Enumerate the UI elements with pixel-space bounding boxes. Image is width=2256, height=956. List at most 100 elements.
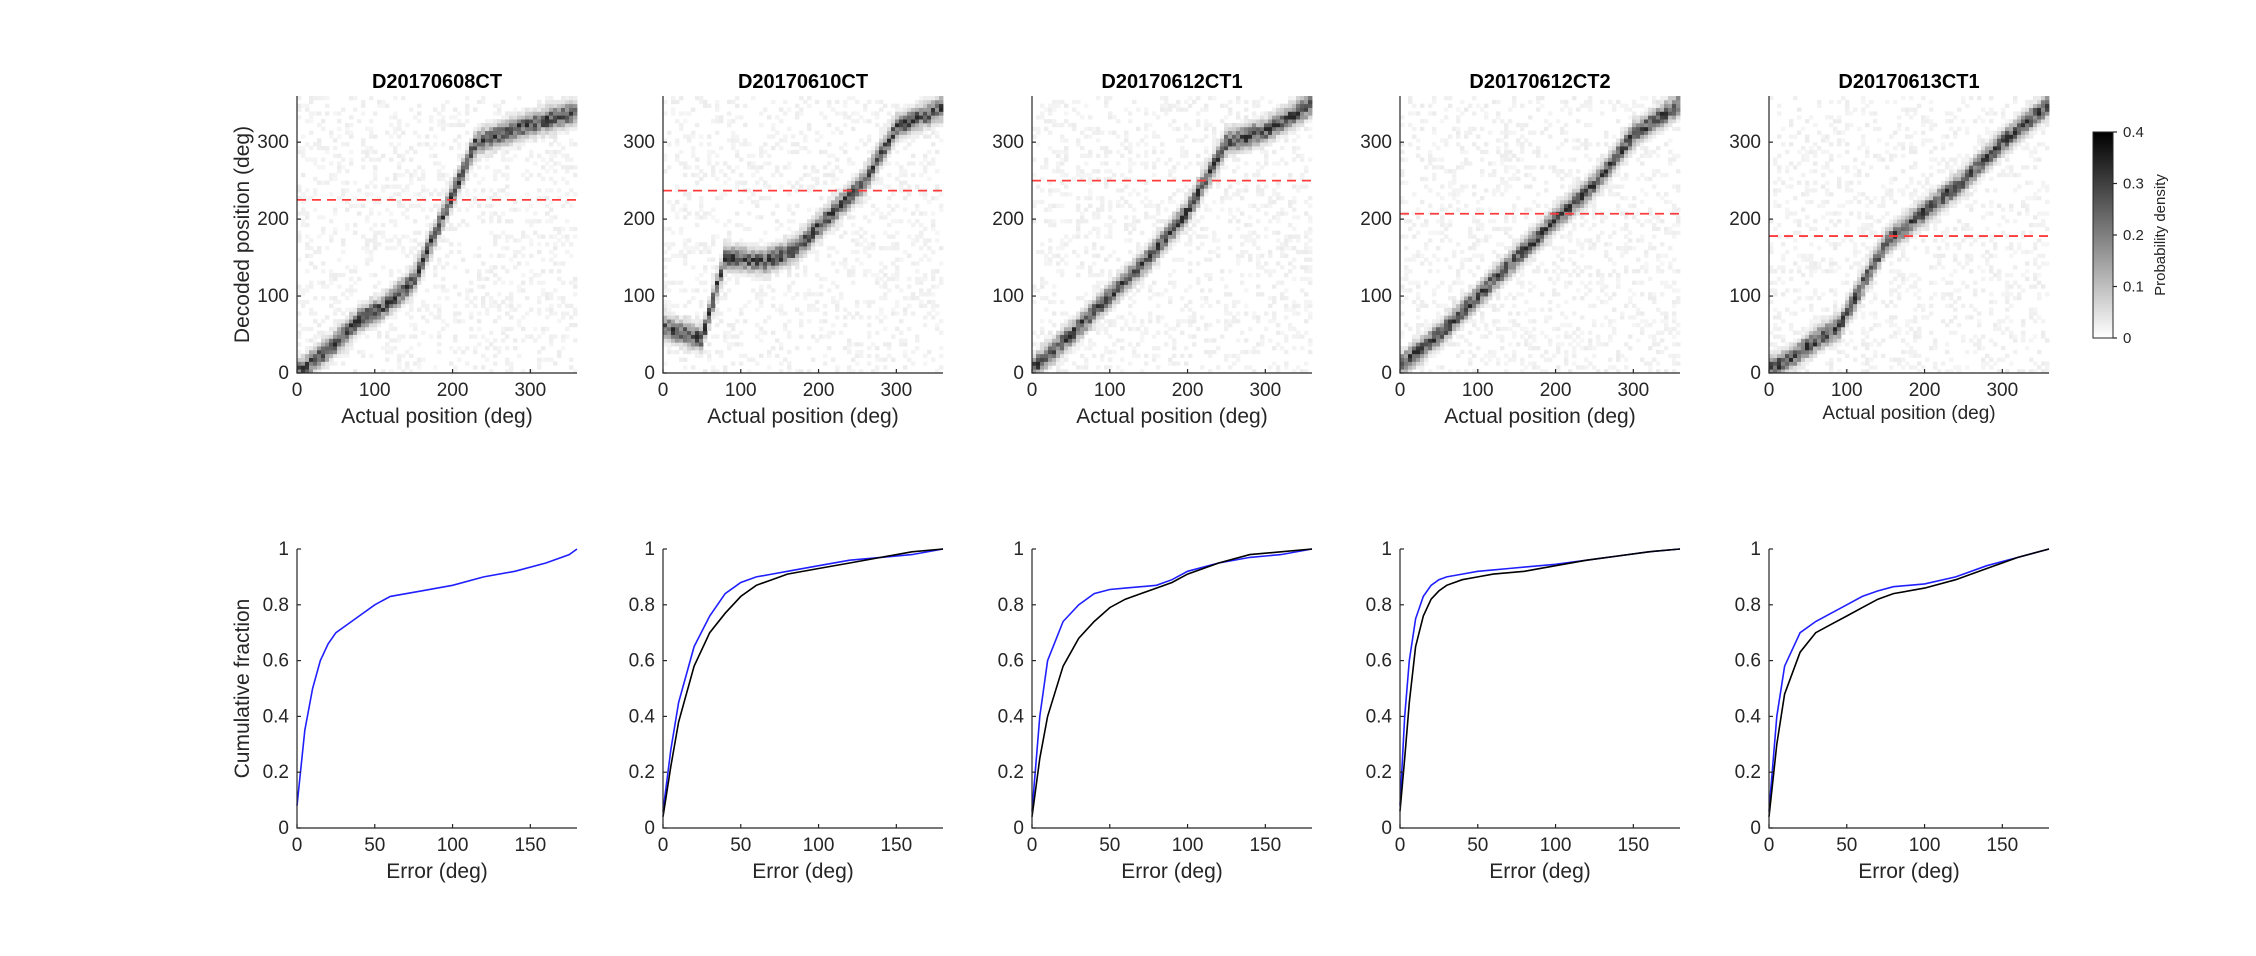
density-cell	[855, 303, 860, 308]
density-cell	[401, 353, 406, 359]
density-cell	[1188, 353, 1193, 359]
density-cell	[1188, 126, 1193, 132]
density-cell	[939, 203, 944, 208]
density-cell	[911, 296, 916, 301]
density-cell	[517, 130, 522, 135]
density-cell	[301, 365, 306, 370]
density-cell	[337, 196, 342, 201]
density-cell	[1244, 188, 1249, 193]
density-cell	[711, 292, 716, 297]
density-cell	[931, 111, 936, 116]
density-cell	[565, 153, 570, 158]
density-cell	[385, 299, 390, 305]
density-cell	[521, 315, 526, 320]
density-cell	[1292, 257, 1297, 262]
density-cell	[369, 272, 374, 278]
density-cell	[1084, 326, 1089, 332]
density-cell	[663, 138, 668, 143]
density-cell	[875, 357, 880, 362]
density-cell	[711, 169, 716, 174]
density-cell	[1124, 176, 1129, 182]
density-cell	[1040, 280, 1045, 285]
density-cell	[1088, 153, 1093, 158]
density-cell	[381, 346, 386, 351]
density-cell	[469, 299, 474, 305]
density-cell	[935, 103, 940, 108]
density-cell	[855, 249, 860, 255]
density-cell	[787, 334, 792, 339]
density-cell	[1208, 157, 1213, 162]
density-cell	[413, 334, 418, 339]
density-cell	[703, 311, 708, 316]
density-cell	[1088, 126, 1093, 132]
density-cell	[687, 111, 692, 116]
density-cell	[1228, 122, 1233, 128]
density-cell	[839, 188, 844, 193]
density-cell	[675, 138, 680, 143]
density-cell	[517, 134, 522, 139]
density-cell	[345, 122, 350, 128]
density-cell	[767, 269, 772, 274]
density-cell	[1280, 119, 1285, 124]
density-cell	[899, 165, 904, 170]
density-cell	[1184, 361, 1189, 366]
density-cell	[879, 107, 884, 112]
density-cell	[727, 242, 732, 247]
density-cell	[309, 365, 314, 370]
density-cell	[445, 207, 450, 212]
density-cell	[345, 265, 350, 270]
density-cell	[1288, 222, 1293, 228]
density-cell	[1144, 126, 1149, 132]
density-cell	[1292, 207, 1297, 212]
density-cell	[1068, 322, 1073, 328]
density-cell	[739, 307, 744, 312]
density-cell	[879, 99, 884, 105]
density-cell	[1036, 361, 1041, 366]
density-cell	[1180, 149, 1185, 155]
density-cell	[1116, 284, 1121, 289]
density-cell	[1256, 134, 1261, 139]
density-cell	[1200, 184, 1205, 189]
density-cell	[911, 361, 916, 366]
density-cell	[707, 357, 712, 362]
density-cell	[1104, 96, 1109, 101]
density-cell	[803, 272, 808, 278]
density-cell	[1204, 165, 1209, 170]
density-cell	[557, 122, 562, 128]
density-cell	[313, 249, 318, 255]
density-cell	[529, 219, 534, 224]
density-cell	[1048, 261, 1053, 266]
density-cell	[867, 303, 872, 308]
density-cell	[691, 130, 696, 135]
density-cell	[565, 334, 570, 339]
density-cell	[731, 265, 736, 270]
density-cell	[297, 357, 302, 362]
density-cell	[397, 238, 402, 243]
density-cell	[457, 122, 462, 128]
density-cell	[1264, 111, 1269, 116]
density-cell	[1212, 134, 1217, 139]
density-cell	[345, 353, 350, 359]
density-cell	[799, 107, 804, 112]
density-cell	[699, 326, 704, 332]
density-cell	[779, 138, 784, 143]
density-cell	[397, 299, 402, 305]
density-cell	[369, 299, 374, 305]
density-cell	[497, 146, 502, 151]
density-cell	[1176, 99, 1181, 105]
density-cell	[815, 299, 820, 305]
density-cell	[931, 292, 936, 297]
density-cell	[799, 226, 804, 232]
density-cell	[417, 342, 422, 347]
density-cell	[931, 272, 936, 278]
density-cell	[823, 319, 828, 324]
density-cell	[321, 261, 326, 266]
density-cell	[891, 242, 896, 247]
density-cell	[727, 265, 732, 270]
density-cell	[429, 126, 434, 132]
density-cell	[341, 311, 346, 316]
density-cell	[1108, 334, 1113, 339]
density-cell	[525, 122, 530, 128]
density-cell	[541, 134, 546, 139]
